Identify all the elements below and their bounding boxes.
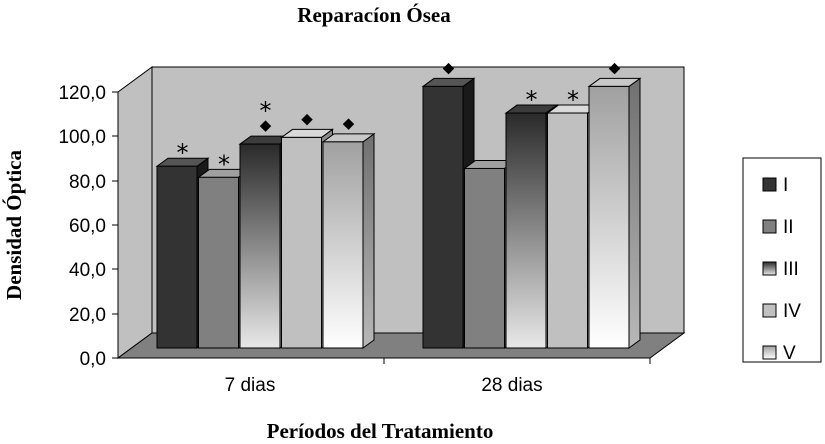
legend-item-I: I xyxy=(762,175,788,196)
legend-box xyxy=(742,157,822,363)
y-tick-label: 80,0 xyxy=(69,172,106,193)
bar-front xyxy=(547,112,588,349)
legend-swatch xyxy=(762,303,777,318)
bar-V-1 xyxy=(321,132,376,349)
bar-front xyxy=(281,136,322,349)
diamond-marker: ◆ xyxy=(301,109,313,127)
diamond-marker: ◆ xyxy=(343,114,355,132)
asterisk-marker: * xyxy=(260,97,272,125)
y-tick-label: 40,0 xyxy=(69,260,106,281)
legend-label: III xyxy=(783,259,799,280)
legend-item-V: V xyxy=(762,343,796,364)
legend-swatch xyxy=(762,345,777,360)
bar-front xyxy=(156,165,198,349)
bar-side xyxy=(362,132,375,349)
chart-title: Reparacíon Ósea xyxy=(297,3,451,27)
y-tick-labels: 0,0 20,0 40,0 60,0 80,0 100,0 120,0 xyxy=(58,83,106,370)
bar-front xyxy=(505,112,547,349)
bar-front xyxy=(422,85,464,349)
legend-label: I xyxy=(783,175,788,196)
asterisk-marker: * xyxy=(218,150,230,178)
bar-front xyxy=(239,143,281,349)
side-wall xyxy=(117,66,153,359)
y-tick-label: 100,0 xyxy=(58,127,106,148)
asterisk-marker: * xyxy=(567,86,579,114)
legend-label: IV xyxy=(783,301,801,322)
legend-swatch xyxy=(762,177,777,192)
legend-item-IV: IV xyxy=(762,301,801,322)
legend-label: II xyxy=(783,217,794,238)
bar-side xyxy=(628,77,641,349)
bar-front xyxy=(322,141,364,349)
y-tick-label: 60,0 xyxy=(69,216,106,237)
y-tick-label: 0,0 xyxy=(80,349,106,370)
y-tick-label: 120,0 xyxy=(58,83,106,104)
bar-front xyxy=(198,176,239,349)
x-category-label: 28 dias xyxy=(481,375,542,396)
legend-label: V xyxy=(783,343,796,364)
y-tick-label: 20,0 xyxy=(69,305,106,326)
x-category-label: 7 dias xyxy=(225,375,276,396)
diamond-marker: ◆ xyxy=(609,58,621,76)
diamond-marker: ◆ xyxy=(443,58,455,76)
asterisk-marker: * xyxy=(177,139,189,167)
legend-item-III: III xyxy=(762,259,799,280)
bar-front xyxy=(464,167,505,349)
y-axis-label: Densidad Óptica xyxy=(2,150,26,300)
bar-front xyxy=(588,85,630,349)
annotations-group: * *◆* ◆ ◆◆* *◆ xyxy=(177,58,621,178)
diamond-marker: ◆ xyxy=(260,116,272,134)
legend-swatch xyxy=(762,219,777,234)
x-axis-label: Períodos del Tratamiento xyxy=(267,419,494,443)
bars-group xyxy=(155,77,642,349)
legend-item-II: II xyxy=(762,217,794,238)
asterisk-marker: * xyxy=(526,86,538,114)
bar-V-2 xyxy=(587,77,642,349)
legend-swatch xyxy=(762,261,777,276)
y-axis-ticks xyxy=(112,91,118,359)
